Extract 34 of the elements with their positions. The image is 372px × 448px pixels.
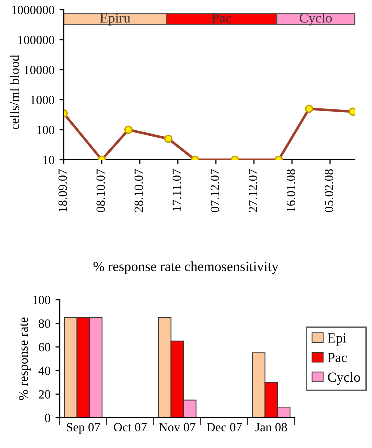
y-tick-label: 20 <box>39 390 50 399</box>
x-tick-label: Nov 07 <box>159 423 196 432</box>
legend-label: Pac <box>328 353 348 362</box>
x-tick-label: Sep 07 <box>67 423 100 434</box>
legend-label: Cyclo <box>328 372 360 385</box>
x-tick-label: Dec 07 <box>206 423 242 432</box>
band-label: Epiru <box>100 14 131 26</box>
x-tick-label: 07.12.07 <box>210 169 220 212</box>
y-tick-label: 10 <box>44 156 54 164</box>
y-tick-label: 100000 <box>18 36 54 44</box>
y-axis-title: cells/ml blood <box>10 55 20 130</box>
x-tick-label: 16.01.08 <box>286 170 296 212</box>
x-tick-label: 17.11.07 <box>172 169 182 212</box>
y-tick-label: 1000 <box>31 96 54 104</box>
x-tick-label: 05.02.08 <box>324 170 334 212</box>
band-label: Cyclo <box>300 13 332 26</box>
y-tick-label: 100 <box>33 296 50 304</box>
x-tick-label: 18.09.07 <box>58 169 68 212</box>
legend-label: Epi <box>328 334 347 346</box>
y-axis-title: % response rate <box>19 318 31 400</box>
x-tick-label: Oct 07 <box>114 423 147 432</box>
y-tick-label: 0 <box>45 414 50 422</box>
y-tick-label: 80 <box>38 320 50 328</box>
x-tick-label: Jan 08 <box>256 423 288 432</box>
y-tick-label: 100 <box>37 126 54 134</box>
x-tick-label: 08.10.07 <box>96 169 106 212</box>
band-label: Pac <box>212 14 232 23</box>
chart-title: % response rate chemosensitivity <box>94 262 279 274</box>
y-tick-label: 1000000 <box>12 6 54 14</box>
x-tick-label: 27.12.07 <box>248 169 258 212</box>
y-tick-label: 60 <box>39 343 50 352</box>
y-tick-label: 40 <box>38 366 50 376</box>
x-tick-label: 28.10.07 <box>134 169 144 212</box>
y-tick-label: 10000 <box>24 66 54 74</box>
